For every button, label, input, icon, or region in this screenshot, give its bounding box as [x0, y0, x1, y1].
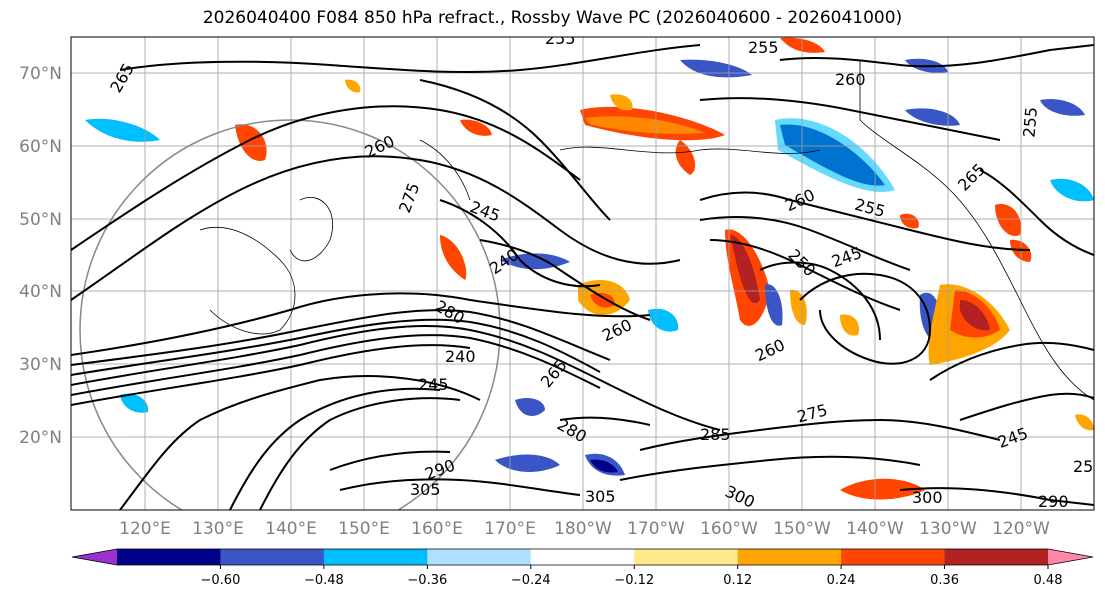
colorbar-tick-label: 0.36 — [930, 573, 959, 588]
contour-label: 290 — [1038, 492, 1069, 511]
lon-label: 150°W — [773, 519, 831, 539]
colorbar-swatch — [944, 549, 1049, 565]
colorbar-tick-label: 0.48 — [1034, 573, 1063, 588]
lat-label-40n: 40°N — [19, 282, 62, 302]
colorbar-tick-label: −0.36 — [407, 573, 447, 588]
colorbar-tick-label: −0.24 — [511, 573, 551, 588]
lat-label-30n: 30°N — [19, 355, 62, 375]
colorbar-tick-label: 0.24 — [827, 573, 856, 588]
colorbar-swatch — [323, 549, 428, 565]
lon-label: 140°W — [846, 519, 904, 539]
lat-label-60n: 60°N — [19, 137, 62, 157]
contour-label: 305 — [585, 487, 616, 506]
contour-label: 240 — [445, 347, 476, 366]
lon-label: 180°W — [554, 519, 612, 539]
colorbar-tick-label: −0.60 — [201, 573, 241, 588]
lon-label: 130°E — [192, 519, 244, 539]
lon-label: 170°W — [627, 519, 685, 539]
contour-label: 255 — [748, 38, 779, 57]
colorbar-swatch — [737, 549, 842, 565]
coastlines — [199, 60, 1094, 401]
map-content: 255 255 265 260 260 275 245 240 280 240 … — [71, 29, 1094, 511]
colorbar-swatch — [220, 549, 325, 565]
lon-label: 160°W — [700, 519, 758, 539]
colorbar-swatch — [841, 549, 946, 565]
range-circle — [79, 119, 501, 510]
contour-label: 300 — [912, 488, 943, 507]
colorbar-extend-low — [72, 549, 117, 565]
colorbar: −0.60 −0.48 −0.36 −0.24 −0.12 0.12 0.24 0.36 0.4… — [71, 548, 1094, 588]
contour-label: 255 — [545, 29, 576, 48]
lon-label: 140°E — [265, 519, 317, 539]
lat-label-20n: 20°N — [19, 428, 62, 448]
colorbar-swatch — [634, 549, 739, 565]
contour-label: 305 — [410, 480, 441, 499]
contour-lines — [71, 44, 1094, 510]
contour-label: 255 — [1019, 106, 1041, 138]
colorbar-extend-high — [1048, 549, 1093, 565]
lat-label-70n: 70°N — [19, 64, 62, 84]
lon-label: 150°E — [338, 519, 390, 539]
colorbar-tick-label: 0.12 — [723, 573, 752, 588]
contour-label: 285 — [700, 425, 731, 444]
colorbar-outline — [71, 548, 1094, 566]
colorbar-swatch — [530, 549, 635, 565]
lon-label: 130°W — [919, 519, 977, 539]
contour-label: 245 — [418, 375, 449, 394]
contour-label: 260 — [835, 70, 866, 89]
lat-label-50n: 50°N — [19, 210, 62, 230]
colorbar-swatch — [427, 549, 532, 565]
graticule — [71, 37, 1094, 510]
colorbar-swatch — [117, 549, 221, 565]
contour-label: 25 — [1073, 457, 1093, 476]
lon-label: 160°E — [411, 519, 463, 539]
colorbar-tick-label: −0.12 — [614, 573, 654, 588]
colorbar-tick-label: −0.48 — [304, 573, 344, 588]
lon-label: 120°W — [992, 519, 1050, 539]
map-title: 2026040400 F084 850 hPa refract., Rossby… — [202, 8, 903, 28]
longitude-labels: 120°E 130°E 140°E 150°E 160°E 170°E 180°… — [119, 519, 1050, 539]
lon-label: 120°E — [119, 519, 171, 539]
map-frame — [70, 36, 1095, 511]
latitude-labels: 70°N 60°N 50°N 40°N 30°N 20°N — [19, 64, 62, 448]
lon-label: 170°E — [484, 519, 536, 539]
